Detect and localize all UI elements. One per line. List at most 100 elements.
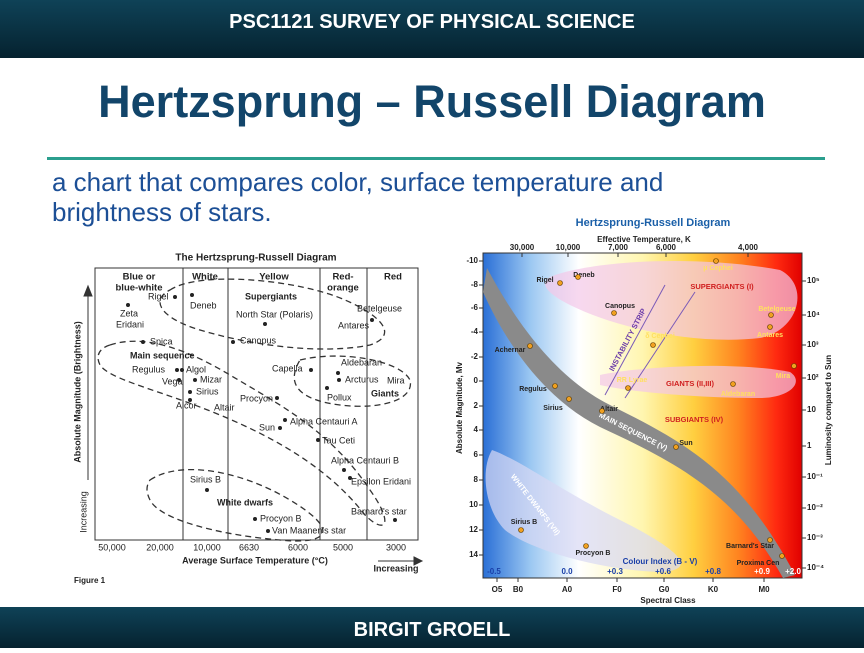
star-label: Vega (162, 376, 183, 386)
star-label: μ Cephei (703, 265, 733, 272)
star-dot (205, 488, 209, 492)
colour-index: +0.8 (705, 567, 721, 576)
column-header: White (192, 272, 218, 283)
colour-index: +0.6 (655, 567, 671, 576)
star-dot (348, 476, 352, 480)
spectral-class: M0 (758, 585, 770, 594)
region-label: White dwarfs (217, 497, 273, 507)
colour-index: +0.9 (754, 567, 770, 576)
star-dot (173, 295, 177, 299)
star-dot (278, 426, 282, 430)
top-tick-label: 10,000 (556, 243, 581, 252)
temperature-label: 3000 (386, 542, 406, 552)
star-dot (650, 342, 656, 348)
star-label: North Star (Polaris) (236, 309, 313, 319)
left-tick-label: -10 (466, 256, 478, 265)
axis-label: Luminosity compared to Sun (824, 355, 833, 465)
star-dot (552, 383, 558, 389)
right-tick-label: 10⁴ (807, 310, 820, 319)
column-header: blue-white (116, 283, 163, 294)
star-dot (188, 390, 192, 394)
star-label: Alcor (176, 400, 197, 410)
star-dot (263, 322, 267, 326)
x-axis-label: Average Surface Temperature (°C) (182, 555, 328, 565)
region-label: SUPERGIANTS (I) (690, 282, 754, 291)
star-dot (370, 318, 374, 322)
header-bar: PSC1121 SURVEY OF PHYSICAL SCIENCE (0, 0, 864, 58)
star-dot (527, 343, 533, 349)
star-dot (767, 324, 773, 330)
star-label: δ Cephei (645, 333, 675, 340)
temperature-label: 50,000 (98, 542, 126, 552)
star-dot (791, 363, 797, 369)
colour-index-label: Colour Index (B - V) (623, 557, 698, 566)
colour-index: 0.0 (561, 567, 573, 576)
temperature-label: 6000 (288, 542, 308, 552)
star-label: RR Lyrae (617, 377, 648, 384)
figure-caption: Figure 1 (74, 576, 106, 585)
star-label: Proxima Cen (737, 560, 780, 567)
left-figure (83, 267, 424, 566)
star-dot (767, 537, 773, 543)
star-label: Zeta (120, 308, 138, 318)
slide-title: Hertzsprung – Russell Diagram (98, 76, 766, 127)
star-label: Betelgeuse (758, 306, 795, 313)
star-label: Sirius B (190, 474, 221, 484)
star-dot (713, 258, 719, 264)
axis-label: Spectral Class (640, 596, 696, 605)
star-dot (673, 444, 679, 450)
star-label: Sirius B (511, 519, 537, 526)
temperature-label: 6630 (239, 542, 259, 552)
star-label: Deneb (573, 272, 594, 279)
divider (47, 157, 825, 160)
star-dot (266, 529, 270, 533)
region-label: Giants (371, 388, 399, 398)
colour-index: +2.0 (785, 567, 801, 576)
left-tick-label: 6 (474, 450, 479, 459)
star-dot (518, 527, 524, 533)
left-tick-label: 4 (474, 425, 479, 434)
author: BIRGIT GROELL (353, 619, 511, 641)
star-label: Alpha Centauri A (290, 416, 358, 426)
star-label: Mira (387, 375, 405, 385)
spectral-class: O5 (492, 585, 503, 594)
star-label: Capella (272, 363, 303, 373)
star-label: Van Maanen's star (272, 525, 346, 535)
right-tick-label: 10⁵ (807, 276, 820, 285)
star-label: Alpha Centauri B (331, 455, 399, 465)
column-header: Yellow (259, 272, 289, 283)
star-dot (393, 518, 397, 522)
star-label: Sirius (543, 405, 563, 412)
right-tick-label: 1 (807, 441, 812, 450)
star-label: Arcturus (345, 374, 379, 384)
top-tick-label: 6,000 (656, 243, 677, 252)
right-tick-label: 10⁻³ (807, 533, 823, 542)
spectral-class: A0 (562, 585, 573, 594)
star-label: Epsilon Eridani (351, 476, 411, 486)
star-label: Procyon (240, 393, 273, 403)
star-label: Achernar (495, 347, 526, 354)
star-label: Sun (259, 422, 275, 432)
star-dot (557, 280, 563, 286)
star-label: Regulus (132, 364, 166, 374)
course-title: PSC1121 SURVEY OF PHYSICAL SCIENCE (229, 11, 635, 33)
star-label: Canopus (605, 303, 635, 310)
star-dot (566, 396, 572, 402)
footer-bar: BIRGIT GROELL (0, 607, 864, 648)
region-label: GIANTS (II,III) (666, 379, 714, 388)
axis-label: Absolute Magnitude, Mv (455, 361, 464, 454)
star-dot (231, 340, 235, 344)
star-label: Deneb (190, 300, 217, 310)
star-dot (175, 368, 179, 372)
column-header: Blue or (123, 272, 156, 283)
left-tick-label: 2 (474, 401, 479, 410)
star-dot (141, 340, 145, 344)
left-tick-label: 10 (469, 500, 478, 509)
right-figure (482, 252, 803, 579)
spectral-class: B0 (513, 585, 524, 594)
star-dot (309, 368, 313, 372)
top-tick-label: 30,000 (510, 243, 535, 252)
right-tick-label: 10⁻⁴ (807, 563, 824, 572)
spectral-class: G0 (659, 585, 670, 594)
